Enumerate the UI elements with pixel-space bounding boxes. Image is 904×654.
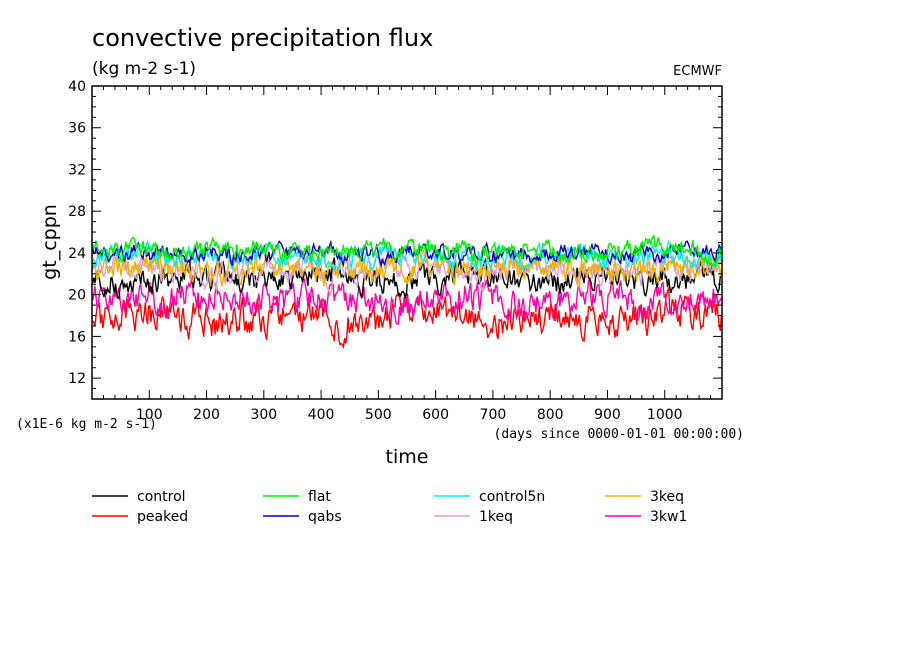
series-line-1keq <box>91 249 723 297</box>
x-tick-label: 700 <box>480 407 507 423</box>
chart-title: convective precipitation flux <box>92 24 433 52</box>
legend-label-peaked: peaked <box>137 509 188 525</box>
x-tick-label: 1000 <box>647 407 683 423</box>
x-tick-label: 100 <box>136 407 163 423</box>
x-axis-label: time <box>386 446 429 468</box>
source-label: ECMWF <box>673 64 722 79</box>
y-tick-label: 24 <box>68 246 86 262</box>
chart-subtitle: (kg m-2 s-1) <box>92 59 196 79</box>
legend-label-3kw1: 3kw1 <box>650 509 687 525</box>
x-tick-label: 800 <box>537 407 564 423</box>
series-line-control <box>91 257 723 300</box>
x-unit-note: (days since 0000-01-01 00:00:00) <box>494 427 744 442</box>
series-line-flat <box>91 234 723 268</box>
y-tick-label: 16 <box>68 329 86 345</box>
axes-layer: 12 16 20 24 28 32 36 40 100 200 300 400 500 600 700 800… <box>68 79 722 423</box>
series-line-peaked <box>92 287 723 350</box>
y-tick-label: 40 <box>68 79 86 95</box>
legend-label-1keq: 1keq <box>479 509 513 525</box>
y-tick-label: 20 <box>68 288 86 304</box>
x-tick-label: 400 <box>308 407 335 423</box>
y-tick-label: 28 <box>68 204 86 220</box>
series-line-3kw1 <box>91 275 723 326</box>
y-axis-label: gt_cppn <box>39 204 61 280</box>
legend-label-3keq: 3keq <box>650 489 684 505</box>
y-scale-note: (x1E-6 kg m-2 s-1) <box>16 417 157 432</box>
y-tick-label: 36 <box>68 121 86 137</box>
legend-label-qabs: qabs <box>308 509 342 525</box>
x-tick-label: 200 <box>193 407 220 423</box>
legend-label-flat: flat <box>308 489 331 505</box>
legend: control flat control5n 3keq peaked qabs 1keq 3k… <box>92 489 687 525</box>
series-line-qabs <box>91 239 723 268</box>
series-layer <box>91 234 723 350</box>
x-tick-label: 300 <box>250 407 277 423</box>
y-tick-label: 32 <box>68 162 86 178</box>
x-tick-label: 500 <box>365 407 392 423</box>
x-tick-label: 900 <box>594 407 621 423</box>
legend-label-control: control <box>137 489 186 505</box>
x-tick-label: 600 <box>422 407 449 423</box>
legend-label-control5n: control5n <box>479 489 545 505</box>
y-tick-label: 12 <box>68 371 86 387</box>
